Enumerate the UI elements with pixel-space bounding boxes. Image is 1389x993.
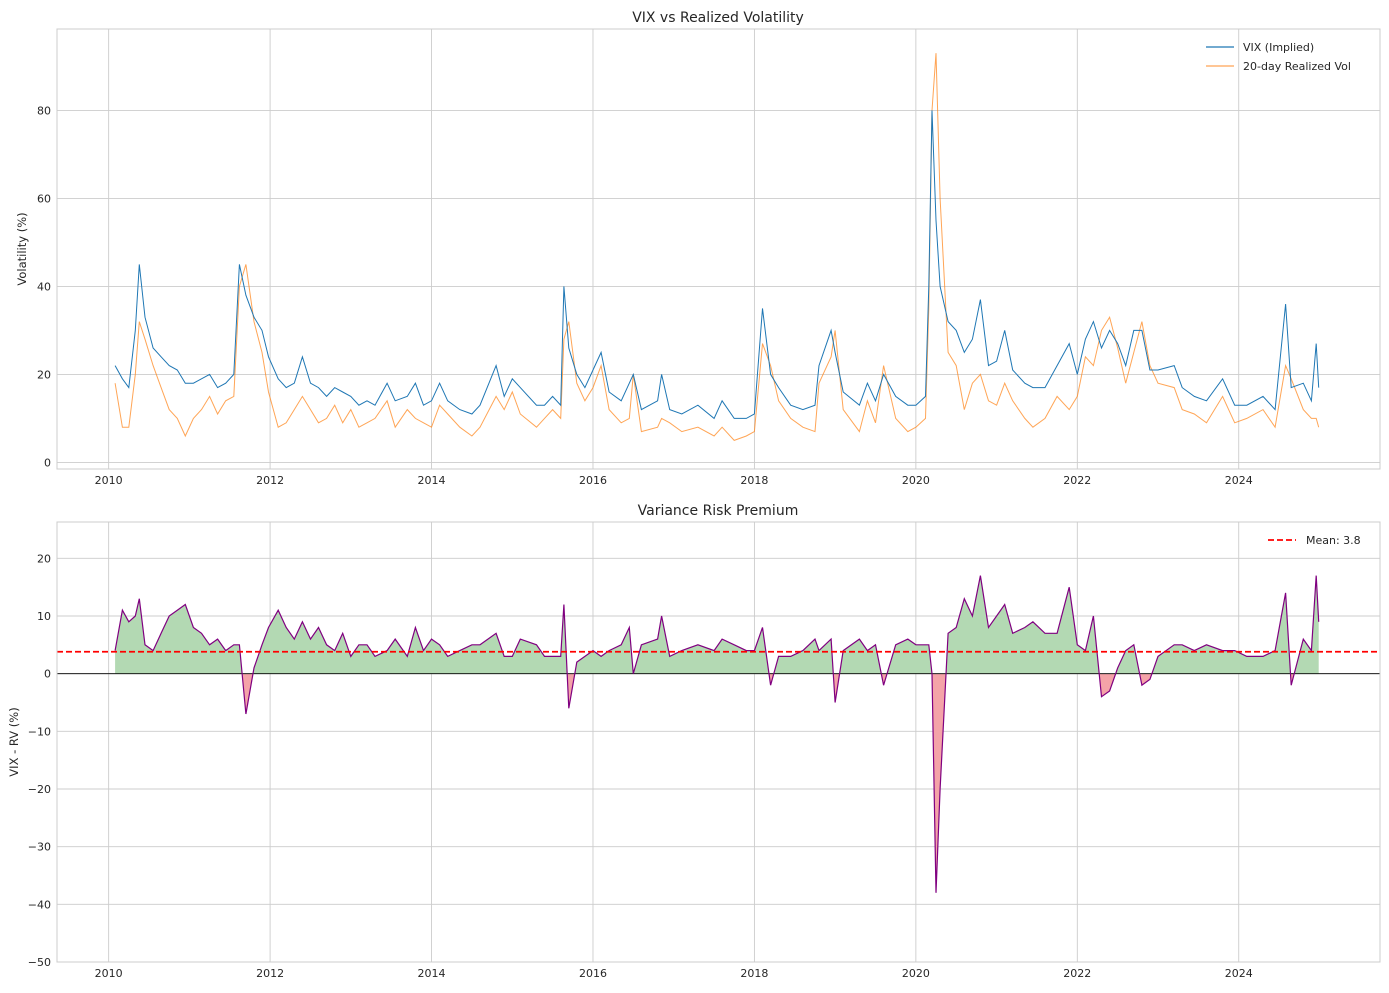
bottom-x-tick-label: 2010 bbox=[95, 967, 123, 980]
bottom-y-tick-label: −20 bbox=[28, 783, 51, 796]
top-y-tick-label: 60 bbox=[37, 192, 51, 205]
bottom-chart-title: Variance Risk Premium bbox=[638, 503, 799, 519]
top-y-tick-label: 20 bbox=[37, 368, 51, 381]
vrp-positive-fill bbox=[115, 575, 1319, 674]
bottom-x-tick-label: 2014 bbox=[418, 967, 446, 980]
top-chart-title: VIX vs Realized Volatility bbox=[632, 10, 804, 26]
bottom-x-tick-label: 2018 bbox=[740, 967, 768, 980]
realized-vol-line bbox=[114, 53, 1320, 441]
vix-line bbox=[114, 110, 1320, 420]
top-x-tick-label: 2018 bbox=[740, 474, 768, 487]
bottom-y-axis-label: VIX - RV (%) bbox=[7, 707, 21, 776]
bottom-axes: 2010 2012 2014 2016 2018 2020 2022 2024−50−40−3… bbox=[7, 503, 1381, 980]
vrp-line bbox=[114, 575, 1320, 893]
bottom-x-tick-label: 2016 bbox=[579, 967, 607, 980]
bottom-x-tick-label: 2012 bbox=[256, 967, 284, 980]
top-x-tick-label: 2016 bbox=[579, 474, 607, 487]
bottom-y-tick-label: −30 bbox=[28, 841, 51, 854]
top-axes: 2010 2012 2014 2016 2018 2020 2022 2024 0 20 40 60 8… bbox=[15, 10, 1381, 487]
vrp-negative-fill bbox=[242, 674, 1295, 893]
legend-label-mean: Mean: 3.8 bbox=[1306, 534, 1361, 547]
bottom-y-tick-label: 20 bbox=[37, 552, 51, 565]
bottom-y-tick-label: 0 bbox=[44, 668, 51, 681]
bottom-x-tick-label: 2024 bbox=[1225, 967, 1253, 980]
top-legend: VIX (Implied) 20-day Realized Vol bbox=[1206, 41, 1351, 73]
top-x-tick-label: 2022 bbox=[1063, 474, 1091, 487]
top-y-tick-label: 0 bbox=[44, 456, 51, 469]
top-y-axis-label: Volatility (%) bbox=[15, 212, 29, 285]
top-x-tick-label: 2012 bbox=[256, 474, 284, 487]
bottom-y-tick-label: −40 bbox=[28, 898, 51, 911]
bottom-axes-frame bbox=[56, 521, 1381, 963]
bottom-x-tick-label: 2020 bbox=[902, 967, 930, 980]
top-y-tick-label: 80 bbox=[37, 104, 51, 117]
top-axes-frame bbox=[56, 28, 1381, 470]
bottom-legend: Mean: 3.8 bbox=[1268, 534, 1361, 547]
top-x-tick-label: 2010 bbox=[95, 474, 123, 487]
top-y-tick-label: 40 bbox=[37, 280, 51, 293]
bottom-y-tick-label: −50 bbox=[28, 956, 51, 969]
legend-label-vix: VIX (Implied) bbox=[1243, 41, 1314, 54]
bottom-x-tick-label: 2022 bbox=[1063, 967, 1091, 980]
top-x-tick-label: 2020 bbox=[902, 474, 930, 487]
legend-label-rv: 20-day Realized Vol bbox=[1243, 60, 1351, 73]
bottom-y-tick-label: −10 bbox=[28, 725, 51, 738]
top-x-tick-label: 2014 bbox=[418, 474, 446, 487]
top-x-tick-label: 2024 bbox=[1225, 474, 1253, 487]
bottom-y-tick-label: 10 bbox=[37, 610, 51, 623]
